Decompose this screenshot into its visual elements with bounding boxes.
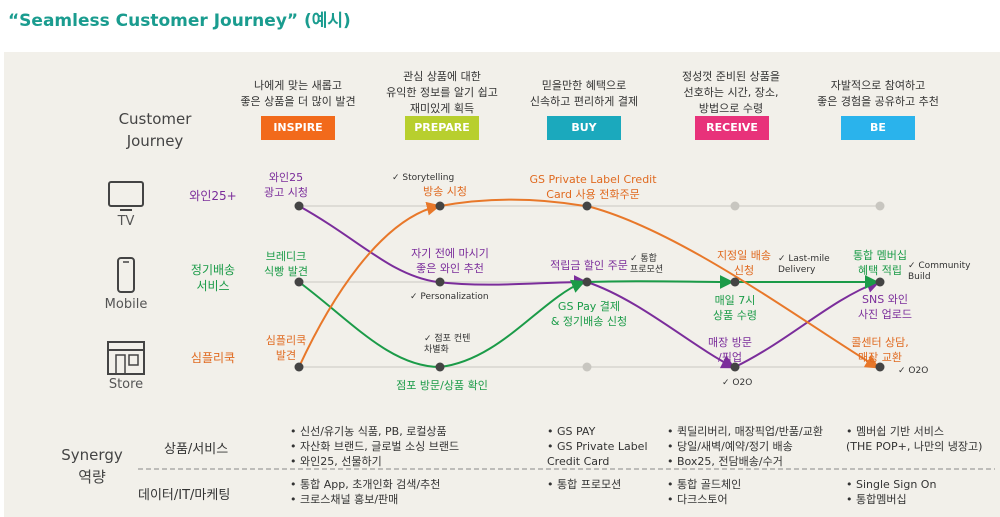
simply-path-3 (586, 205, 880, 369)
node-store-be (875, 362, 885, 372)
check-storytelling: ✓ Storytelling (392, 173, 455, 183)
list-item: • 통합멤버십 (846, 493, 907, 506)
list-item: • Box25, 전담배송/수거 (667, 455, 783, 468)
synergy-products-col1: • 신선/유기농 식품, PB, 로컬상품 • 자산화 브랜드, 글로벌 소싱 … (290, 424, 459, 469)
page-title: “Seamless Customer Journey” (예시) (8, 11, 351, 31)
list-item: • GS PAY (547, 425, 596, 438)
list-item: • GS Private Label (547, 440, 648, 453)
label-store-visit: 점포 방문/상품 확인 (396, 379, 488, 392)
store-icon (107, 341, 145, 375)
delivery-path-3 (586, 274, 734, 289)
channel-tv-label: TV (117, 214, 135, 229)
node-tv-be (875, 201, 885, 211)
label-sns: SNS 와인 사진 업로드 (857, 293, 913, 321)
list-item: • 신선/유기농 식품, PB, 로컬상품 (290, 425, 447, 438)
stage-receive-desc: 정성껏 준비된 상품을 선호하는 시간, 장소, 방법으로 수령 (681, 70, 781, 115)
label-membership: 통합 멤버십 혜택 적립 (852, 249, 908, 277)
tv-icon (108, 181, 144, 211)
list-item: • 크로스채널 홍보/판매 (290, 493, 399, 506)
list-item: • 통합 App, 초개인화 검색/추천 (290, 478, 441, 491)
list-item: • 당일/새벽/예약/정기 배송 (667, 440, 793, 453)
stage-buy-badge: BUY (547, 116, 621, 140)
list-item: • 와인25, 선물하기 (290, 455, 382, 468)
list-item: • 멤버쉽 기반 서비스 (846, 425, 944, 438)
node-store-buy (582, 362, 592, 372)
list-item: • 통합 프로모션 (547, 478, 622, 491)
node-mobile-buy (582, 277, 592, 287)
list-item: (THE POP+, 나만의 냉장고) (846, 440, 983, 453)
synergy-data-col3: • 통합 골드체인 • 다크스토어 (667, 477, 741, 507)
simply-path-2 (439, 198, 586, 207)
label-points: 적립금 할인 주문 (550, 259, 628, 272)
synergy-products-col2: • GS PAY • GS Private Label Credit Card (547, 424, 648, 469)
synergy-data-label: 데이터/IT/마케팅 (138, 488, 231, 503)
synergy-data-col4: • Single Sign On • 통합멤버십 (846, 477, 936, 507)
row-label-delivery: 정기배송 서비스 (190, 263, 236, 293)
wine-path-3 (734, 279, 881, 368)
check-personalization: ✓ Personalization (410, 292, 489, 302)
synergy-data-col1: • 통합 App, 초개인화 검색/추천 • 크로스채널 홍보/판매 (290, 477, 440, 507)
synergy-products-col3: • 퀵딜리버리, 매장픽업/반품/교환 • 당일/새벽/예약/정기 배송 • B… (667, 424, 823, 469)
label-broadcast: 방송 시청 (423, 185, 467, 198)
channel-mobile-label: Mobile (104, 297, 148, 312)
row-label-wine25: 와인25+ (189, 189, 237, 203)
node-tv-inspire (294, 201, 304, 211)
label-simply: 심플리쿡 발견 (265, 334, 307, 362)
list-item: • Single Sign On (846, 478, 937, 491)
mobile-icon (117, 257, 135, 293)
synergy-products-col4: • 멤버쉽 기반 서비스 (THE POP+, 나만의 냉장고) (846, 424, 982, 454)
label-gspay: GS Pay 결제 & 정기배송 신청 (550, 300, 628, 328)
label-callcenter: 콜센터 상담, 매장 교환 (851, 336, 909, 364)
node-store-receive (730, 362, 740, 372)
label-daily7: 매일 7시 상품 수령 (713, 294, 757, 322)
label-fixed-delivery: 지정일 배송 신청 (716, 249, 772, 277)
channel-store-label: Store (108, 377, 144, 392)
list-item: • 퀵딜리버리, 매장픽업/반품/교환 (667, 425, 823, 438)
list-item: Credit Card (547, 455, 610, 468)
stage-prepare-badge: PREPARE (405, 116, 479, 140)
check-last-mile: ✓ Last-mile Delivery (778, 254, 830, 275)
delivery-path-1 (298, 281, 441, 368)
node-mobile-prepare (435, 277, 445, 287)
label-wine-ad: 와인25 광고 시청 (264, 171, 308, 199)
synergy-label: Synergy 역량 (61, 446, 123, 486)
list-item: • 자산화 브랜드, 글로벌 소싱 브랜드 (290, 440, 460, 453)
stage-prepare-desc: 관심 상품에 대한 유익한 정보를 알기 쉽고 재미있게 획득 (386, 70, 498, 115)
check-store-content: ✓ 점포 컨텐 차별화 (424, 334, 471, 355)
synergy-data-col2: • 통합 프로모션 (547, 477, 621, 492)
stage-buy-desc: 믿을만한 혜택으로 신속하고 편리하게 결제 (529, 79, 639, 108)
stage-be-badge: BE (841, 116, 915, 140)
wine-path-2 (586, 281, 736, 369)
check-o2o-be: ✓ O2O (898, 366, 929, 376)
label-gs-card: GS Private Label Credit Card 사용 전화주문 (529, 173, 657, 201)
label-wine-rec: 자기 전에 마시기 좋은 와인 추천 (411, 247, 489, 275)
stage-receive-badge: RECEIVE (695, 116, 769, 140)
node-tv-prepare (435, 201, 445, 211)
node-store-inspire (294, 362, 304, 372)
node-mobile-inspire (294, 277, 304, 287)
check-integrated-promo: ✓ 통합 프로모션 (630, 254, 664, 275)
stage-inspire-badge: INSPIRE (261, 116, 335, 140)
node-mobile-be (875, 277, 885, 287)
simply-path-1 (298, 201, 441, 368)
node-tv-receive (730, 201, 740, 211)
customer-journey-label: Customer Journey (118, 110, 192, 150)
synergy-products-label: 상품/서비스 (164, 442, 229, 457)
stage-inspire-desc: 나에게 맞는 새롭고 좋은 상품을 더 많이 발견 (240, 79, 356, 108)
node-tv-buy (582, 201, 592, 211)
delivery-path-2 (439, 279, 586, 368)
stage-be-desc: 자발적으로 참여하고 좋은 경험을 공유하고 추천 (817, 79, 939, 108)
label-bread: 브레디크 식빵 발견 (264, 250, 308, 278)
check-o2o-receive: ✓ O2O (722, 378, 753, 388)
row-label-simplycook: 심플리쿡 (190, 351, 236, 365)
label-store-pickup: 매장 방문 /픽업 (708, 336, 752, 364)
node-mobile-receive (730, 277, 740, 287)
check-community: ✓ Community Build (908, 261, 971, 282)
node-store-prepare (435, 362, 445, 372)
list-item: • 통합 골드체인 (667, 478, 742, 491)
list-item: • 다크스토어 (667, 493, 728, 506)
